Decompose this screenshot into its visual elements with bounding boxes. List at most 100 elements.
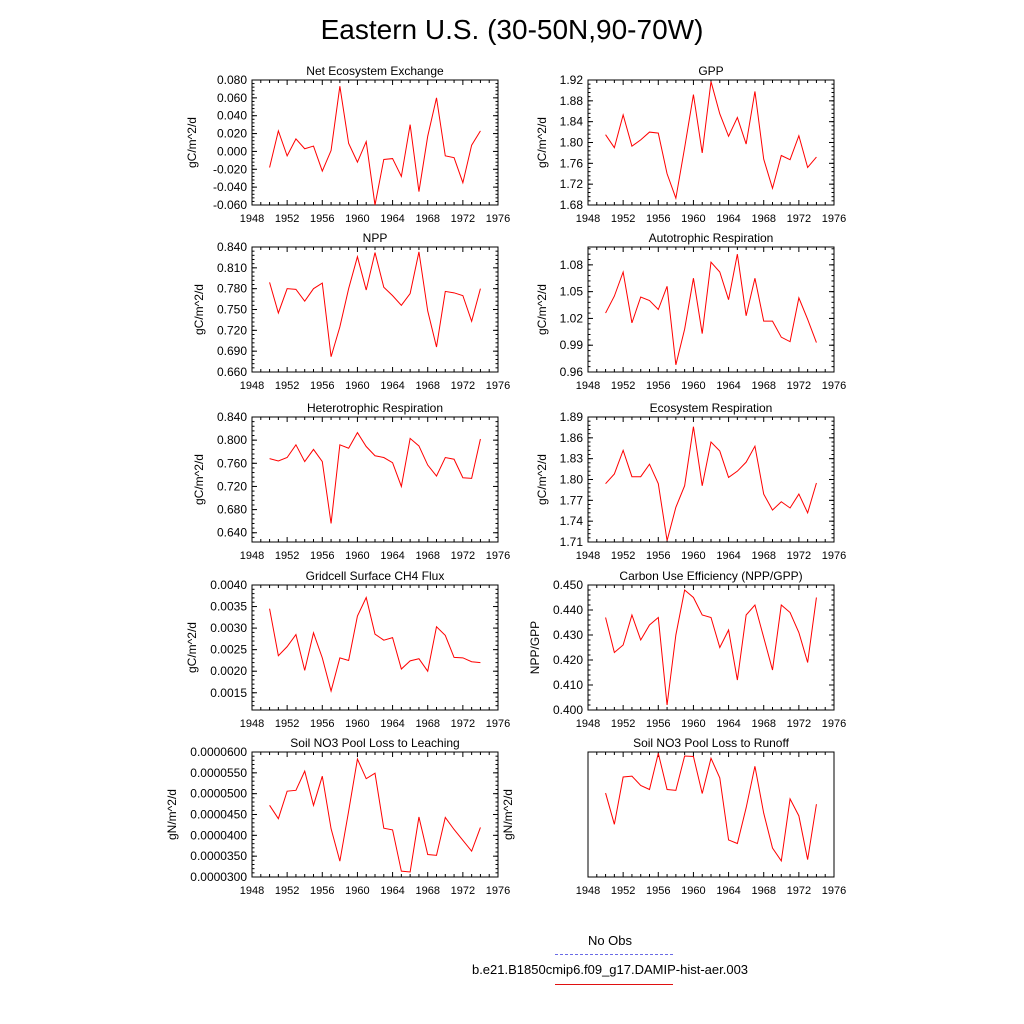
x-tick-label-gpp: 1952 (611, 213, 635, 225)
panel-autotrophic-respiration: Autotrophic Respiration 1948 1952 1956 1960 1… (535, 231, 846, 392)
y-tick-label-soil-no3-pool-loss-to-leaching: 0.0000300 (190, 870, 247, 884)
x-tick-label-autotrophic-respiration: 1952 (611, 380, 635, 392)
y-tick-label-gridcell-surface-ch4-flux: 0.0020 (210, 664, 247, 678)
y-axis-label-gpp: gC/m^2/d (535, 117, 549, 168)
x-tick-label-heterotrophic-respiration: 1976 (486, 550, 510, 562)
x-tick-label-carbon-use-efficiency-npp-gpp: 1956 (646, 718, 670, 730)
y-tick-label-carbon-use-efficiency-npp-gpp: 0.440 (553, 603, 583, 617)
x-tick-label-ecosystem-respiration: 1968 (751, 550, 775, 562)
y-tick-label-soil-no3-pool-loss-to-leaching: 0.0000450 (190, 808, 247, 822)
y-tick-label-net-ecosystem-exchange: 0.060 (217, 91, 247, 105)
y-tick-label-gridcell-surface-ch4-flux: 0.0040 (210, 578, 247, 592)
y-tick-label-gpp: 1.80 (560, 136, 584, 150)
x-tick-label-gridcell-surface-ch4-flux: 1972 (451, 718, 475, 730)
series-line-ecosystem-respiration (605, 426, 817, 541)
y-tick-label-carbon-use-efficiency-npp-gpp: 0.400 (553, 703, 583, 717)
series-line-heterotrophic-respiration (269, 431, 481, 524)
panel-net-ecosystem-exchange: Net Ecosystem Exchange 1948 1952 1956 1960 19… (185, 64, 510, 225)
y-tick-label-ecosystem-respiration: 1.71 (560, 535, 584, 549)
x-tick-label-gridcell-surface-ch4-flux: 1968 (415, 718, 439, 730)
x-tick-label-autotrophic-respiration: 1948 (576, 380, 600, 392)
x-tick-label-carbon-use-efficiency-npp-gpp: 1976 (822, 718, 846, 730)
x-tick-label-ecosystem-respiration: 1972 (787, 550, 811, 562)
x-tick-label-ecosystem-respiration: 1948 (576, 550, 600, 562)
y-tick-label-ecosystem-respiration: 1.89 (560, 410, 584, 424)
plot-frame-soil-no3-pool-loss-to-leaching (251, 751, 499, 878)
x-tick-label-net-ecosystem-exchange: 1956 (310, 213, 334, 225)
x-tick-label-heterotrophic-respiration: 1972 (451, 550, 475, 562)
y-tick-label-net-ecosystem-exchange: -0.040 (213, 180, 247, 194)
x-tick-label-gridcell-surface-ch4-flux: 1964 (380, 718, 404, 730)
x-tick-label-npp: 1948 (240, 380, 264, 392)
x-tick-label-autotrophic-respiration: 1968 (751, 380, 775, 392)
x-tick-label-gpp: 1968 (751, 213, 775, 225)
x-tick-label-npp: 1952 (275, 380, 299, 392)
y-tick-label-soil-no3-pool-loss-to-leaching: 0.0000550 (190, 766, 247, 780)
y-tick-label-net-ecosystem-exchange: 0.080 (217, 73, 247, 87)
plot-frame-soil-no3-pool-loss-to-runoff (587, 751, 835, 878)
plot-frame-carbon-use-efficiency-npp-gpp (587, 584, 835, 711)
x-tick-label-net-ecosystem-exchange: 1960 (345, 213, 369, 225)
x-tick-label-soil-no3-pool-loss-to-runoff: 1960 (681, 885, 705, 897)
y-tick-label-carbon-use-efficiency-npp-gpp: 0.420 (553, 653, 583, 667)
x-tick-label-net-ecosystem-exchange: 1952 (275, 213, 299, 225)
plot-frame-gridcell-surface-ch4-flux (251, 584, 499, 711)
y-tick-label-gridcell-surface-ch4-flux: 0.0015 (210, 686, 247, 700)
x-tick-label-heterotrophic-respiration: 1956 (310, 550, 334, 562)
y-axis-label-npp: gC/m^2/d (192, 284, 206, 335)
x-tick-label-net-ecosystem-exchange: 1948 (240, 213, 264, 225)
x-tick-label-soil-no3-pool-loss-to-runoff: 1948 (576, 885, 600, 897)
panel-gridcell-surface-ch4-flux: Gridcell Surface CH4 Flux 1948 1952 1956 196… (185, 569, 510, 730)
panel-title-npp: NPP (363, 231, 388, 245)
series-line-gpp (605, 81, 817, 201)
y-tick-label-gpp: 1.76 (560, 156, 584, 170)
y-tick-label-gpp: 1.92 (560, 73, 584, 87)
panel-gpp: GPP 1948 1952 1956 1960 1964 1968 1972 1976 1.68 1… (535, 64, 846, 225)
series-line-net-ecosystem-exchange (269, 86, 481, 206)
y-tick-label-autotrophic-respiration: 0.99 (560, 338, 584, 352)
y-tick-label-heterotrophic-respiration: 0.680 (217, 503, 247, 517)
y-tick-label-soil-no3-pool-loss-to-leaching: 0.0000500 (190, 787, 247, 801)
x-tick-label-soil-no3-pool-loss-to-runoff: 1968 (751, 885, 775, 897)
x-tick-label-carbon-use-efficiency-npp-gpp: 1952 (611, 718, 635, 730)
x-tick-label-npp: 1968 (415, 380, 439, 392)
x-tick-label-npp: 1960 (345, 380, 369, 392)
y-tick-label-heterotrophic-respiration: 0.800 (217, 433, 247, 447)
x-tick-label-soil-no3-pool-loss-to-leaching: 1972 (451, 885, 475, 897)
y-tick-label-net-ecosystem-exchange: 0.040 (217, 109, 247, 123)
y-tick-label-heterotrophic-respiration: 0.840 (217, 410, 247, 424)
x-tick-label-gridcell-surface-ch4-flux: 1956 (310, 718, 334, 730)
x-tick-label-gpp: 1972 (787, 213, 811, 225)
x-tick-label-autotrophic-respiration: 1960 (681, 380, 705, 392)
x-tick-label-soil-no3-pool-loss-to-leaching: 1948 (240, 885, 264, 897)
y-tick-label-net-ecosystem-exchange: -0.060 (213, 198, 247, 212)
y-tick-label-heterotrophic-respiration: 0.720 (217, 479, 247, 493)
x-tick-label-gridcell-surface-ch4-flux: 1976 (486, 718, 510, 730)
series-line-gridcell-surface-ch4-flux (269, 596, 481, 693)
x-tick-label-soil-no3-pool-loss-to-leaching: 1976 (486, 885, 510, 897)
plot-frame-heterotrophic-respiration (251, 416, 499, 543)
x-tick-label-soil-no3-pool-loss-to-runoff: 1964 (716, 885, 740, 897)
plot-frame-npp (251, 246, 499, 373)
x-tick-label-gpp: 1960 (681, 213, 705, 225)
panel-heterotrophic-respiration: Heterotrophic Respiration 1948 1952 1956 196… (192, 401, 510, 562)
y-axis-label-autotrophic-respiration: gC/m^2/d (535, 284, 549, 335)
plot-frame-gpp (587, 79, 835, 206)
series-line-soil-no3-pool-loss-to-runoff (605, 753, 817, 863)
series-line-carbon-use-efficiency-npp-gpp (605, 589, 817, 706)
x-tick-label-soil-no3-pool-loss-to-leaching: 1964 (380, 885, 404, 897)
x-tick-label-autotrophic-respiration: 1956 (646, 380, 670, 392)
x-tick-label-gpp: 1976 (822, 213, 846, 225)
panel-npp: NPP 1948 1952 1956 1960 1964 1968 1972 1976 0.660… (192, 231, 510, 392)
y-axis-label-soil-no3-pool-loss-to-runoff: gN/m^2/d (501, 789, 515, 840)
y-tick-label-soil-no3-pool-loss-to-leaching: 0.0000350 (190, 849, 247, 863)
x-tick-label-autotrophic-respiration: 1976 (822, 380, 846, 392)
legend-label-model: b.e21.B1850cmip6.f09_g17.DAMIP-hist-aer.… (471, 962, 749, 977)
x-tick-label-npp: 1956 (310, 380, 334, 392)
x-tick-label-npp: 1964 (380, 380, 404, 392)
y-tick-label-net-ecosystem-exchange: 0.020 (217, 127, 247, 141)
x-tick-label-heterotrophic-respiration: 1968 (415, 550, 439, 562)
legend-line-no-obs (555, 954, 673, 955)
x-tick-label-soil-no3-pool-loss-to-runoff: 1972 (787, 885, 811, 897)
x-tick-label-heterotrophic-respiration: 1948 (240, 550, 264, 562)
